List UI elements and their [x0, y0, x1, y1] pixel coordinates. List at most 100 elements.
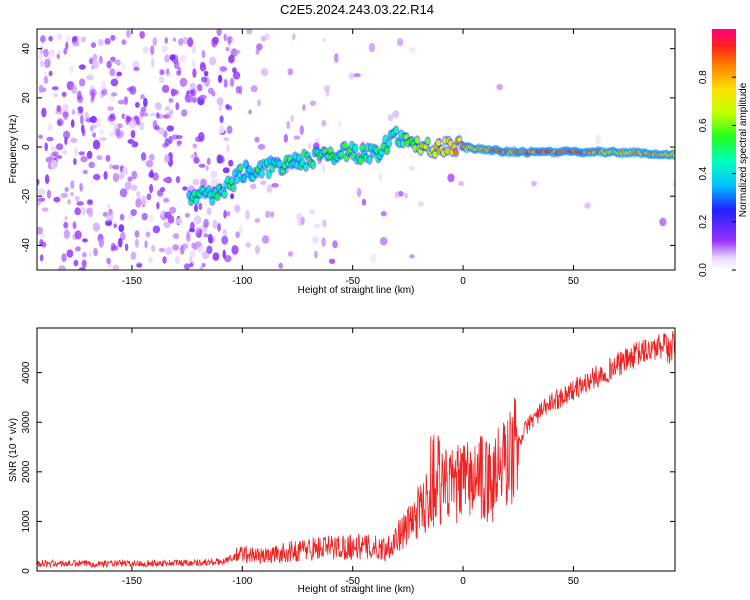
spectrogram-noise-cell	[232, 71, 241, 80]
spectrogram-noise-cell	[196, 83, 203, 92]
spectrogram-noise-cell	[369, 253, 377, 264]
spectrogram-noise-cell	[148, 214, 154, 223]
spectrogram-noise-cell	[234, 204, 241, 213]
spectrogram-noise-cell	[175, 255, 180, 265]
spectrogram-noise-cell	[191, 45, 197, 54]
spectrogram-noise-cell	[70, 180, 75, 189]
spectrogram-y-tick-label: 40	[21, 43, 32, 55]
spectrogram-ridge-cell	[400, 140, 406, 147]
spectrogram-noise-cell	[184, 263, 190, 270]
spectrogram-noise-cell	[77, 95, 84, 104]
spectrogram-noise-cell	[127, 176, 133, 182]
spectrogram-noise-cell	[361, 198, 367, 206]
spectrogram-x-tick-label: -150	[122, 276, 142, 287]
spectrogram-noise-cell	[216, 29, 222, 37]
spectrogram-noise-cell	[163, 197, 170, 203]
spectrogram-noise-cell	[212, 36, 219, 45]
spectrogram-noise-cell	[126, 116, 132, 122]
spectrogram-noise-cell	[187, 37, 194, 48]
spectrogram-noise-cell	[224, 255, 232, 263]
spectrogram-noise-cell	[219, 66, 228, 72]
spectrogram-noise-cell	[111, 92, 118, 97]
spectrogram-ridge-cell	[414, 137, 420, 144]
spectrogram-noise-cell	[48, 49, 56, 57]
spectrogram-noise-cell	[230, 193, 235, 200]
spectrogram-noise-cell	[63, 48, 68, 55]
spectrogram-noise-cell	[169, 54, 176, 61]
spectrogram-noise-cell	[309, 100, 317, 107]
spectrogram-noise-cell	[226, 144, 230, 153]
spectrogram-noise-cell	[322, 219, 327, 228]
spectrogram-noise-cell	[193, 204, 199, 212]
spectrogram-noise-cell	[228, 159, 234, 167]
spectrogram-noise-cell	[88, 57, 94, 65]
spectrogram-noise-cell	[152, 37, 157, 47]
spectrogram-noise-cell	[322, 38, 327, 42]
spectrogram-noise-cell	[222, 228, 227, 236]
spectrogram-noise-cell	[130, 130, 136, 139]
snr-x-tick-label: 50	[568, 576, 580, 587]
spectrogram-noise-cell	[192, 59, 196, 68]
spectrogram-noise-cell	[79, 182, 83, 192]
spectrogram-noise-cell	[110, 78, 119, 87]
spectrogram-noise-cell	[133, 66, 140, 72]
spectrogram-ridge-cell	[435, 140, 441, 146]
spectrogram-noise-cell	[107, 263, 112, 269]
spectrogram-noise-cell	[81, 259, 87, 268]
spectrogram-ridge-cell	[393, 127, 399, 134]
spectrogram-noise-cell	[250, 183, 257, 190]
spectrogram-noise-cell	[165, 112, 172, 119]
spectrogram-noise-cell	[163, 221, 171, 228]
spectrogram-noise-cell	[139, 121, 145, 131]
spectrogram-noise-cell	[107, 106, 115, 111]
spectrogram-noise-cell	[92, 139, 101, 150]
colorbar-tick-label: 0.4	[698, 166, 709, 180]
spectrogram-noise-cell	[109, 163, 114, 170]
spectrogram-noise-cell	[254, 218, 261, 223]
spectrogram-noise-cell	[222, 167, 230, 174]
spectrogram-noise-cell	[283, 133, 288, 143]
spectrogram-noise-cell	[177, 66, 182, 76]
spectrogram-noise-cell	[44, 142, 48, 152]
spectrogram-noise-cell	[103, 171, 108, 180]
spectrogram-y-tick-label: -40	[21, 238, 32, 253]
spectrogram-noise-cell	[207, 87, 214, 95]
spectrogram-noise-cell	[296, 212, 303, 222]
spectrogram-noise-cell	[192, 68, 197, 78]
spectrogram-noise-cell	[417, 200, 424, 207]
spectrogram-ridge-cell	[231, 184, 236, 191]
spectrogram-noise-cell	[53, 196, 61, 203]
spectrogram-noise-cell	[90, 42, 97, 48]
spectrogram-noise-cell	[392, 110, 400, 119]
spectrogram-noise-cell	[166, 125, 174, 132]
spectrogram-noise-cell	[74, 195, 80, 202]
spectrogram-noise-cell	[64, 136, 68, 146]
spectrogram-noise-cell	[176, 217, 183, 225]
spectrogram-ridge-cell	[234, 176, 240, 183]
spectrogram-noise-cell	[270, 211, 275, 218]
spectrogram-noise-cell	[46, 136, 54, 142]
spectrogram-noise-cell	[101, 88, 108, 96]
spectrogram-noise-cell	[312, 236, 319, 244]
spectrogram-noise-cell	[56, 155, 63, 160]
spectrogram-noise-cell	[184, 93, 191, 103]
spectrogram-x-label: Height of straight line (km)	[298, 285, 415, 296]
spectrogram-noise-cell	[92, 124, 97, 129]
spectrogram-x-tick-label: 0	[460, 276, 466, 287]
spectrogram-noise-cell	[223, 210, 227, 219]
spectrogram-noise-cell	[182, 36, 188, 44]
spectrogram-noise-cell	[121, 39, 127, 45]
spectrogram-noise-cell	[37, 188, 46, 197]
spectrogram-noise-cell	[62, 110, 69, 120]
spectrogram-ridge-cell	[374, 147, 379, 153]
spectrogram-noise-cell	[379, 236, 388, 246]
spectrogram-noise-cell	[181, 243, 189, 249]
spectrogram-noise-cell	[38, 84, 44, 93]
spectrogram-noise-cell	[219, 115, 224, 124]
spectrogram-noise-cell	[348, 72, 355, 80]
spectrogram-noise-cell	[216, 154, 223, 164]
snr-y-tick-label: 3000	[21, 411, 32, 434]
spectrogram-noise-cell	[205, 165, 209, 171]
spectrogram-ridge-cell	[444, 148, 450, 154]
spectrogram-noise-cell	[156, 112, 160, 119]
